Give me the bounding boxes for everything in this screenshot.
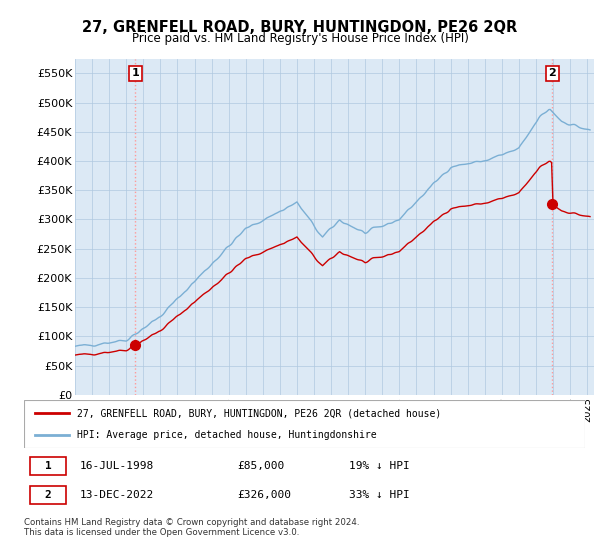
Text: 16-JUL-1998: 16-JUL-1998 xyxy=(80,461,154,471)
Text: HPI: Average price, detached house, Huntingdonshire: HPI: Average price, detached house, Hunt… xyxy=(77,430,377,440)
Text: 19% ↓ HPI: 19% ↓ HPI xyxy=(349,461,410,471)
Text: 1: 1 xyxy=(45,461,52,471)
Text: £85,000: £85,000 xyxy=(237,461,284,471)
Text: Contains HM Land Registry data © Crown copyright and database right 2024.
This d: Contains HM Land Registry data © Crown c… xyxy=(24,518,359,538)
Text: 1: 1 xyxy=(131,68,139,78)
FancyBboxPatch shape xyxy=(29,486,66,505)
Text: 13-DEC-2022: 13-DEC-2022 xyxy=(80,490,154,500)
FancyBboxPatch shape xyxy=(29,457,66,475)
FancyBboxPatch shape xyxy=(24,400,585,448)
Text: £326,000: £326,000 xyxy=(237,490,291,500)
Text: 2: 2 xyxy=(45,490,52,500)
Text: 27, GRENFELL ROAD, BURY, HUNTINGDON, PE26 2QR: 27, GRENFELL ROAD, BURY, HUNTINGDON, PE2… xyxy=(82,20,518,35)
Text: 2: 2 xyxy=(548,68,556,78)
Text: Price paid vs. HM Land Registry's House Price Index (HPI): Price paid vs. HM Land Registry's House … xyxy=(131,32,469,45)
Text: 27, GRENFELL ROAD, BURY, HUNTINGDON, PE26 2QR (detached house): 27, GRENFELL ROAD, BURY, HUNTINGDON, PE2… xyxy=(77,408,442,418)
Text: 33% ↓ HPI: 33% ↓ HPI xyxy=(349,490,410,500)
